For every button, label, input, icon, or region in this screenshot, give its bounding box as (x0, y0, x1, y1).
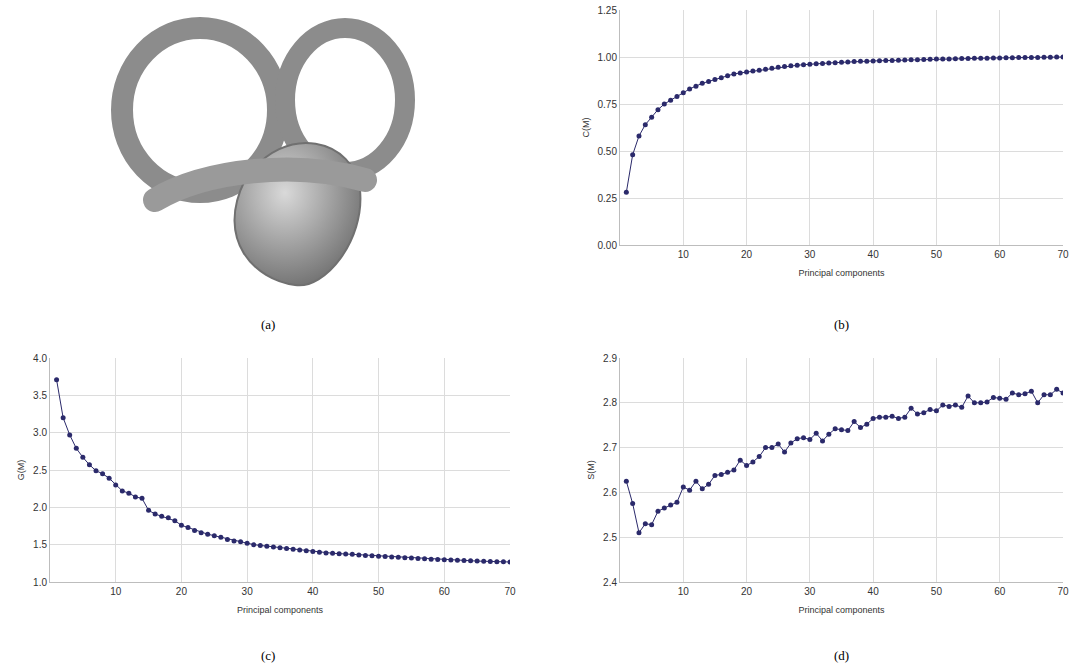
svg-text:0.75: 0.75 (598, 99, 618, 110)
svg-text:4.0: 4.0 (33, 353, 47, 364)
svg-text:40: 40 (868, 586, 880, 597)
svg-text:(b): (b) (834, 317, 849, 332)
svg-text:(d): (d) (834, 648, 849, 663)
svg-text:10: 10 (678, 249, 690, 260)
svg-text:40: 40 (868, 249, 880, 260)
svg-text:60: 60 (439, 586, 451, 597)
svg-text:60: 60 (994, 249, 1006, 260)
svg-text:30: 30 (242, 586, 254, 597)
svg-text:2.8: 2.8 (603, 397, 617, 408)
svg-text:1.5: 1.5 (33, 539, 47, 550)
svg-text:50: 50 (931, 586, 943, 597)
svg-text:S(M): S(M) (586, 460, 596, 480)
svg-text:C(M): C(M) (581, 118, 591, 138)
svg-text:1.25: 1.25 (598, 5, 618, 16)
svg-text:20: 20 (741, 586, 753, 597)
svg-text:2.9: 2.9 (603, 353, 617, 364)
svg-text:0.00: 0.00 (598, 240, 618, 251)
svg-text:40: 40 (307, 586, 319, 597)
svg-text:Principal components: Principal components (798, 605, 885, 615)
svg-text:3.0: 3.0 (33, 427, 47, 438)
svg-text:2.6: 2.6 (603, 487, 617, 498)
svg-text:(c): (c) (261, 648, 275, 663)
svg-text:10: 10 (678, 586, 690, 597)
svg-text:2.4: 2.4 (603, 577, 617, 588)
svg-text:20: 20 (741, 249, 753, 260)
svg-text:0.25: 0.25 (598, 193, 618, 204)
svg-text:1.00: 1.00 (598, 52, 618, 63)
svg-text:70: 70 (504, 586, 516, 597)
svg-text:70: 70 (1057, 249, 1069, 260)
svg-text:Principal components: Principal components (237, 605, 324, 615)
svg-text:0.50: 0.50 (598, 146, 618, 157)
svg-text:50: 50 (931, 249, 943, 260)
svg-text:3.5: 3.5 (33, 390, 47, 401)
svg-text:30: 30 (804, 586, 816, 597)
svg-text:G(M): G(M) (16, 460, 26, 481)
svg-text:2.0: 2.0 (33, 502, 47, 513)
svg-text:70: 70 (1057, 586, 1069, 597)
svg-text:2.7: 2.7 (603, 442, 617, 453)
svg-text:1.0: 1.0 (33, 577, 47, 588)
svg-text:60: 60 (994, 586, 1006, 597)
svg-text:30: 30 (804, 249, 816, 260)
svg-text:10: 10 (110, 586, 122, 597)
svg-text:(a): (a) (261, 317, 275, 332)
svg-text:50: 50 (373, 586, 385, 597)
svg-text:20: 20 (176, 586, 188, 597)
svg-text:2.5: 2.5 (33, 465, 47, 476)
svg-text:2.5: 2.5 (603, 532, 617, 543)
svg-text:Principal components: Principal components (798, 268, 885, 278)
